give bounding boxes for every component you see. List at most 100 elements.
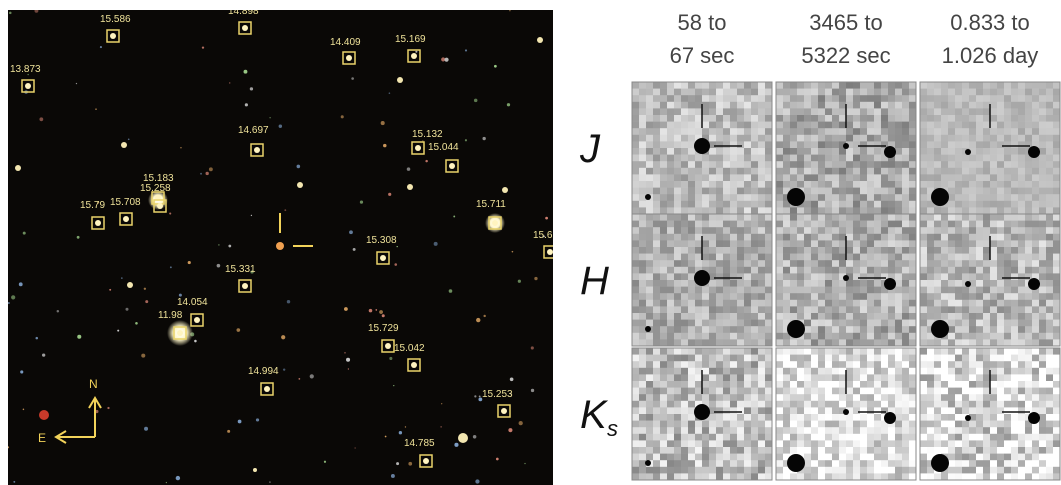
stamp-pixel — [660, 115, 668, 122]
stamp-pixel — [941, 154, 949, 162]
stamp-pixel — [832, 214, 840, 221]
stamp-pixel — [765, 286, 773, 294]
stamp-pixel — [1053, 361, 1061, 369]
stamp-pixel — [955, 394, 963, 402]
stamp-pixel — [920, 260, 928, 268]
stamp-pixel — [765, 154, 773, 162]
stamp-pixel — [874, 332, 882, 340]
stamp-pixel — [632, 433, 640, 441]
stamp-pixel — [1011, 427, 1019, 435]
stamp-pixel — [888, 227, 896, 235]
stamp-pixel — [681, 299, 689, 307]
stamp-pixel — [969, 266, 977, 274]
stamp-pixel — [927, 420, 935, 428]
stamp-pixel — [1039, 266, 1047, 274]
stamp-pixel — [632, 108, 640, 116]
stamp-pixel — [737, 101, 745, 109]
stamp-pixel — [997, 266, 1005, 274]
stamp-pixel — [860, 88, 868, 96]
stamp-pixel — [1039, 88, 1047, 96]
stamp-pixel — [832, 354, 840, 362]
stamp-pixel — [811, 273, 819, 281]
stamp-pixel — [646, 115, 654, 122]
stamp-pixel — [990, 466, 998, 474]
stamp-pixel — [941, 253, 949, 261]
stamp-pixel — [1004, 253, 1012, 261]
stamp-pixel — [751, 313, 759, 320]
background-star — [95, 108, 97, 110]
stamp-pixel — [881, 134, 889, 142]
stamp-pixel — [1039, 374, 1047, 382]
stamp-pixel — [1046, 400, 1054, 408]
stamp-pixel — [832, 447, 840, 454]
stamp-pixel — [751, 473, 759, 481]
stamp-pixel — [811, 433, 819, 441]
stamp-pixel — [1011, 174, 1019, 182]
stamp-pixel — [941, 214, 949, 221]
stamp-pixel — [990, 95, 998, 103]
stamp-pixel — [874, 134, 882, 142]
stamp-pixel — [941, 394, 949, 402]
stamp-pixel — [674, 306, 682, 314]
stamp-pixel — [990, 326, 998, 334]
stamp-pixel — [1046, 348, 1054, 355]
stamp-pixel — [744, 128, 752, 136]
stamp-pixel — [920, 381, 928, 388]
stamp-pixel — [804, 319, 812, 327]
stamp-pixel — [976, 187, 984, 195]
stamp-pixel — [839, 306, 847, 314]
stamp-pixel — [660, 167, 668, 175]
stamp-pixel — [811, 453, 819, 461]
background-star — [351, 77, 354, 80]
stamp-pixel — [934, 354, 942, 362]
stamp-pixel — [825, 187, 833, 195]
stamp-pixel — [1046, 233, 1054, 241]
stamp-pixel — [751, 466, 759, 474]
stamp-pixel — [653, 174, 661, 182]
stamp-pixel — [839, 400, 847, 408]
stamp-pixel — [934, 447, 942, 454]
stamp-pixel — [846, 332, 854, 340]
stamp-pixel — [860, 108, 868, 116]
stamp-pixel — [969, 440, 977, 448]
stamp-pixel — [934, 473, 942, 481]
stamp-pixel — [881, 293, 889, 301]
stamp-pixel — [1053, 326, 1061, 334]
stamp-pixel — [888, 286, 896, 294]
stamp-pixel — [716, 400, 724, 408]
column-header: 5322 sec — [801, 43, 890, 68]
stamp-pixel — [804, 200, 812, 208]
stamp-pixel — [983, 214, 991, 221]
stamp-pixel — [1004, 447, 1012, 454]
stamp-pixel — [681, 339, 689, 347]
stamp-pixel — [646, 466, 654, 474]
stamp-pixel — [688, 286, 696, 294]
stamp-pixel — [1018, 319, 1026, 327]
stamp-pixel — [751, 394, 759, 402]
stamp-pixel — [825, 453, 833, 461]
stamp-pixel — [860, 299, 868, 307]
stamp-pixel — [797, 207, 805, 215]
stamp-pixel — [723, 214, 731, 221]
stamp-pixel — [941, 447, 949, 454]
stamp-pixel — [895, 240, 903, 248]
background-star — [99, 46, 102, 49]
stamp-pixel — [976, 374, 984, 382]
stamp-pixel — [783, 134, 791, 142]
star-magnitude: 15.042 — [394, 343, 425, 354]
stamp-pixel — [674, 233, 682, 241]
stamp-pixel — [716, 313, 724, 320]
stamp-pixel — [825, 207, 833, 215]
stamp-pixel — [811, 354, 819, 362]
stamp-pixel — [832, 101, 840, 109]
stamp-pixel — [765, 348, 773, 355]
stamp-pixel — [653, 299, 661, 307]
stamp-pixel — [783, 187, 791, 195]
stamp-pixel — [962, 447, 970, 454]
stamp-pixel — [1004, 101, 1012, 109]
stamp-pixel — [976, 247, 984, 254]
stamp-pixel — [839, 82, 847, 89]
stamp-pixel — [909, 440, 917, 448]
background-star — [27, 73, 29, 76]
stamp-pixel — [681, 420, 689, 428]
